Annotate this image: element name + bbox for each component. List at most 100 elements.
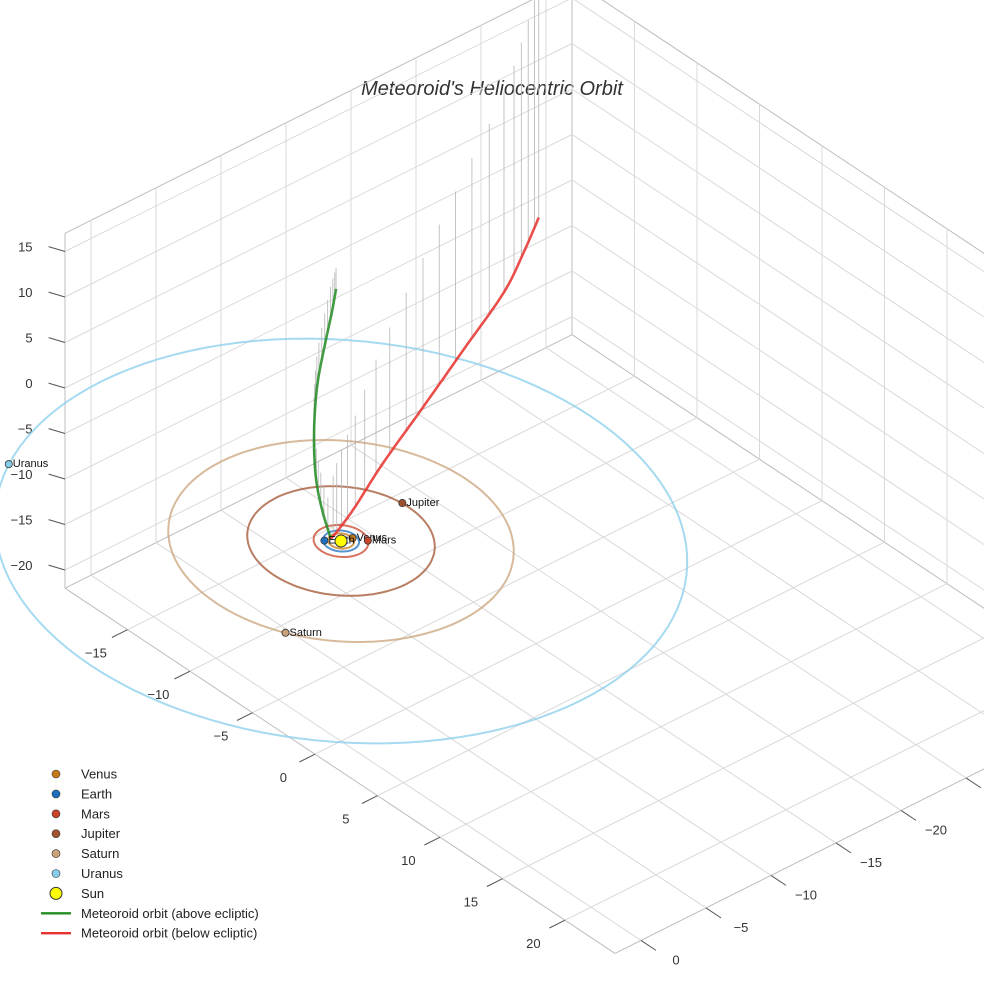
z-tick-mark [48,564,66,571]
wall-y-gridline-z [571,225,984,500]
z-tick-mark [48,382,66,389]
y-tick-label: −15 [860,855,882,870]
legend-label: Saturn [81,846,119,861]
x-tick-label: −15 [85,646,107,661]
wall-y-gridline-z [571,88,984,364]
wall-x-gridline-z [64,179,573,434]
box-edge [601,0,984,254]
axis-ticks: −15−10−5051015200−5−10−15−20−25−30−35−20… [10,240,982,967]
planet-orbits [0,337,689,745]
legend-symbol [51,809,61,819]
y-tick-mark [965,777,982,789]
floor-gridline-y [545,347,984,640]
gridlines [64,0,984,941]
saturn-marker [281,628,290,637]
z-tick-label: −20 [10,558,32,573]
y-tick-mark [900,809,917,821]
y-tick-mark [770,874,787,886]
box-edge [64,587,616,954]
wall-y-gridline-z [571,316,984,591]
x-tick-label: 10 [401,853,415,868]
uranus-label: Uranus [13,458,49,470]
x-tick-label: −10 [147,687,169,702]
y-tick-mark [640,939,657,951]
legend-symbol [51,789,61,799]
jupiter-label: Jupiter [406,497,439,509]
y-tick-label: −5 [734,920,749,935]
jupiter-marker [398,499,407,508]
wall-x-gridline-z [64,88,573,343]
floor-gridline-x [564,710,984,921]
z-tick-label: −10 [10,467,32,482]
x-tick-mark [111,629,128,638]
earth-marker [320,536,329,545]
wall-x-gridline-z [64,0,570,252]
legend-label: Earth [81,786,112,801]
uranus-orbit [0,337,689,745]
legend-label: Sun [81,886,104,901]
x-tick-label: 20 [526,936,540,951]
z-tick-mark [48,473,66,480]
floor-gridline-x [189,417,698,672]
legend-label: Meteoroid orbit (above ecliptic) [81,906,259,921]
legend-label: Mars [81,806,110,821]
legend-label: Uranus [81,866,123,881]
z-tick-label: 10 [18,285,32,300]
legend-label: Jupiter [81,826,121,841]
floor-gridline-y [90,574,642,941]
legend-symbol [51,869,61,878]
z-tick-mark [48,519,66,525]
wall-x-gridline-z [64,225,573,480]
floor-gridline-x [439,583,948,838]
y-tick-mark [835,842,852,854]
sun-marker [334,534,348,548]
venus-marker [348,534,357,543]
x-tick-mark [174,670,191,680]
mars-marker [363,536,372,545]
z-tick-label: 0 [25,376,32,391]
z-tick-mark [48,428,66,434]
x-tick-label: −5 [213,729,228,744]
wall-y-gridline-z [571,179,984,455]
floor-gridline-x [127,375,635,631]
floor-gridline-y [415,412,967,779]
saturn-orbit [167,438,515,644]
floor-gridline-x [314,500,823,755]
floor-gridline-x [502,637,984,880]
y-tick-label: −20 [925,822,947,837]
meteoroid-orbit-below [329,216,540,540]
saturn-label: Saturn [290,627,322,639]
wall-x-gridline-z [64,270,573,525]
x-tick-mark [361,795,378,804]
floor-gridline-y [155,542,707,909]
legend-symbol [51,829,61,839]
wall-y-gridline-z [574,0,984,273]
chart-title: Meteoroid's Heliocentric Orbit [361,78,624,100]
floor-gridline-x [252,458,760,714]
z-tick-label: 5 [25,331,32,346]
uranus-marker [4,460,13,469]
wall-y-gridline-z [571,43,984,318]
jupiter-orbit [246,485,436,597]
floor-gridline-y [220,509,772,876]
z-tick-label: 15 [18,240,32,255]
axis-walls [64,0,984,954]
box-edge [64,0,533,234]
z-tick-mark [48,246,66,252]
box-edge [571,334,984,609]
legend-symbol [51,849,61,858]
legend-label: Meteoroid orbit (below ecliptic) [81,926,257,941]
wall-x-gridline-z [64,134,573,389]
legend: Venus Earth Mars Jupiter Saturn Uranus Sun Mete… [41,767,259,941]
legend-symbol [51,769,61,779]
z-tick-label: −5 [18,422,33,437]
x-tick-mark [424,836,441,846]
legend-label: Venus [81,767,118,782]
z-tick-mark [48,291,66,298]
x-tick-label: 15 [464,895,478,910]
wall-x-gridline-z [64,316,573,571]
x-tick-label: 0 [280,770,287,785]
wall-y-gridline-z [571,134,984,409]
